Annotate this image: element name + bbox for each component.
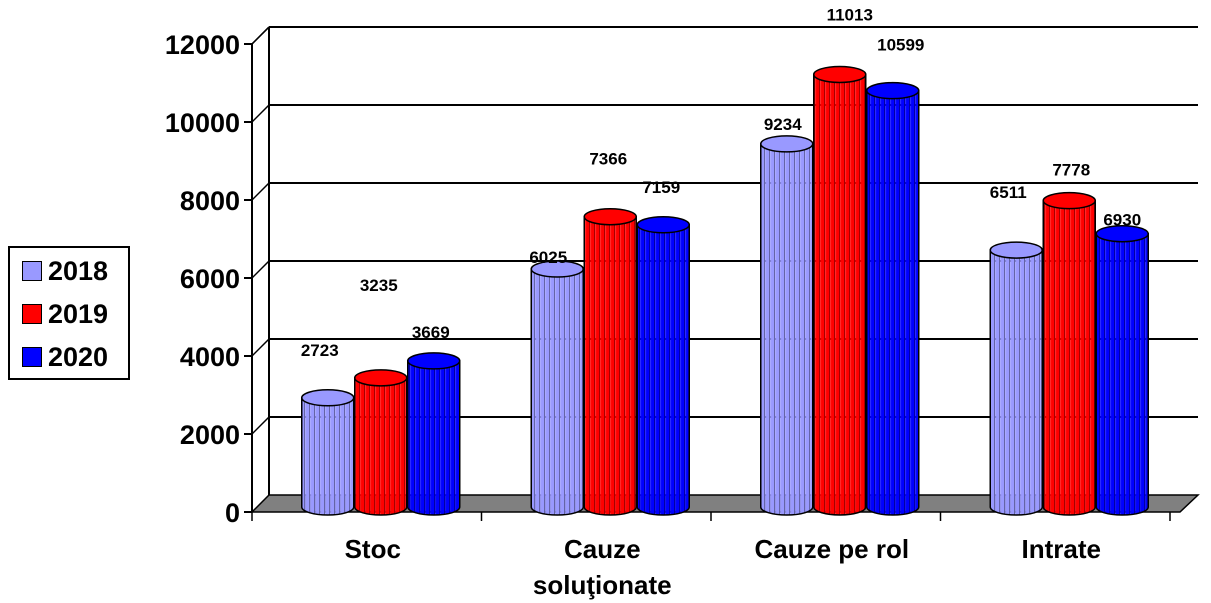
bar — [354, 369, 408, 516]
data-label: 11013 — [827, 5, 873, 24]
x-tick-label: soluţionate — [533, 570, 672, 600]
bar — [636, 216, 690, 516]
bar-top — [583, 207, 637, 226]
legend-item-2020: 2020 — [22, 341, 109, 372]
legend-swatch-2019 — [22, 304, 42, 324]
data-label: 6511 — [990, 183, 1027, 202]
y-tick-label: 2000 — [180, 420, 240, 450]
bar-top — [989, 241, 1043, 259]
bar-body — [354, 377, 408, 516]
y-tick-label: 0 — [225, 498, 240, 528]
bar — [866, 81, 920, 516]
bar-body — [989, 249, 1043, 516]
gridline-side — [251, 104, 270, 123]
bar — [407, 352, 461, 516]
bar — [760, 135, 814, 516]
legend-label-2020: 2020 — [48, 341, 109, 372]
wall-top-edge — [251, 26, 270, 45]
bar-top — [530, 260, 584, 278]
bar-body — [760, 143, 814, 516]
bar — [813, 65, 867, 516]
bar — [1095, 224, 1149, 516]
bar-body — [301, 397, 355, 516]
bar-top — [1042, 191, 1096, 210]
legend-item-2019: 2019 — [22, 298, 109, 329]
bar-body — [1095, 232, 1149, 516]
bar-top — [407, 352, 461, 370]
data-label: 9234 — [764, 115, 802, 134]
data-label: 7366 — [589, 150, 627, 169]
gridline-side — [251, 416, 270, 435]
y-tick-label: 10000 — [165, 108, 240, 138]
data-label: 6930 — [1103, 211, 1141, 230]
data-label: 3235 — [360, 276, 398, 295]
legend-swatch-2020 — [22, 347, 42, 367]
data-label: 7778 — [1052, 161, 1090, 180]
legend-item-2018: 2018 — [22, 255, 109, 286]
bar — [989, 241, 1043, 516]
data-label: 10599 — [877, 36, 924, 55]
data-label: 2723 — [301, 341, 339, 360]
bar-body — [1042, 199, 1096, 516]
data-label: 3669 — [412, 323, 450, 342]
gridline-side — [251, 260, 270, 279]
bar-body — [813, 73, 867, 516]
bar-top — [354, 369, 408, 387]
bar-body — [583, 215, 637, 516]
bar-top — [636, 216, 690, 234]
legend: 2018 2019 2020 — [8, 246, 130, 380]
y-tick-label: 12000 — [165, 30, 240, 60]
bar-body — [407, 360, 461, 516]
x-tick-label: Stoc — [345, 534, 401, 564]
bar — [301, 389, 355, 516]
bar — [530, 260, 584, 516]
bar-top — [866, 81, 920, 100]
y-tick-label: 8000 — [180, 186, 240, 216]
legend-swatch-2018 — [22, 261, 42, 281]
x-tick-label: Cauze pe rol — [754, 534, 909, 564]
x-tick-label: Cauze — [564, 534, 641, 564]
gridline-side — [251, 182, 270, 201]
bar-top — [301, 389, 355, 407]
data-label: 6025 — [529, 248, 567, 267]
bar-top — [760, 135, 814, 153]
legend-label-2019: 2019 — [48, 298, 109, 329]
gridline-side — [251, 338, 270, 357]
bar-body — [866, 89, 920, 516]
bar — [1042, 191, 1096, 516]
data-label: 7159 — [642, 178, 680, 197]
bar — [583, 207, 637, 516]
x-tick-label: Intrate — [1022, 534, 1101, 564]
bar-body — [530, 268, 584, 516]
bar-top — [1095, 224, 1149, 243]
legend-label-2018: 2018 — [48, 255, 109, 286]
y-tick-label: 4000 — [180, 342, 240, 372]
bar-body — [636, 224, 690, 516]
y-tick-label: 6000 — [180, 264, 240, 294]
bar-top — [813, 65, 867, 84]
